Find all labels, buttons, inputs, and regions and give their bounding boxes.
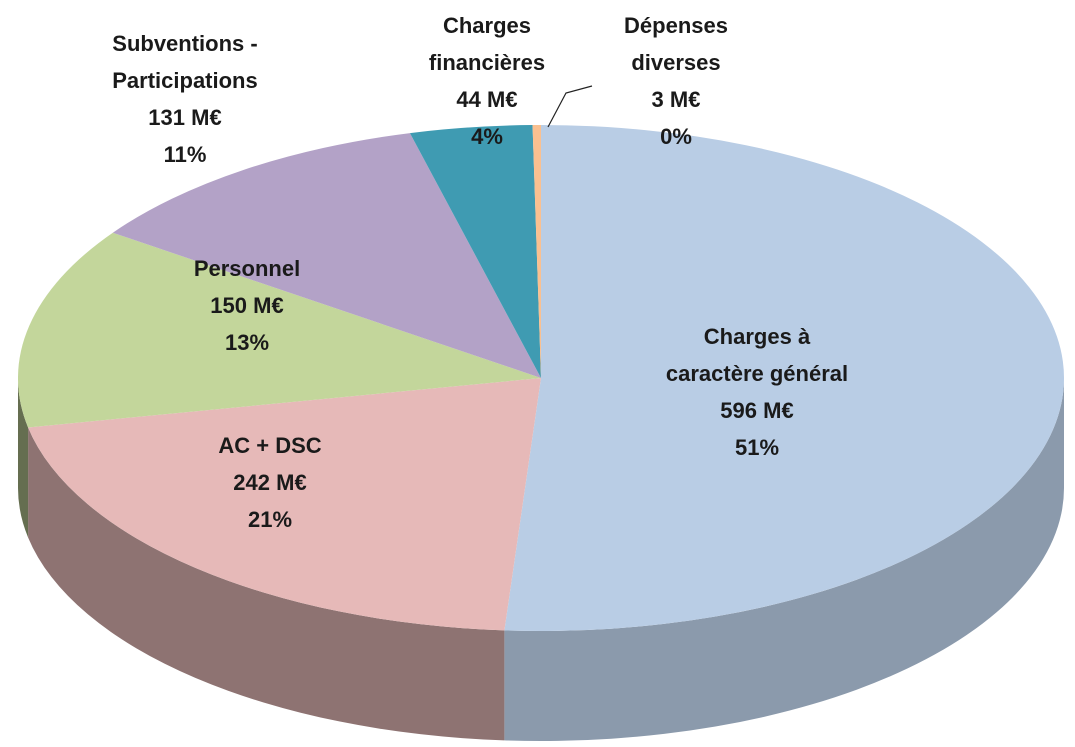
category-label: AC + DSC [218, 433, 321, 458]
category-label: Charges financières [429, 13, 545, 75]
value-label: 242 M€ [233, 470, 306, 495]
category-label: Charges à caractère général [666, 324, 848, 386]
slice [409, 125, 541, 379]
category-label: Subventions -Participations [112, 31, 257, 93]
percentage-label: 0% [660, 124, 692, 149]
value-label: 44 M€ [456, 87, 517, 112]
value-label: 131 M€ [148, 105, 221, 130]
category-label: Personnel [194, 256, 300, 281]
percentage-label: 13% [225, 330, 269, 355]
slice [504, 125, 1065, 631]
percentage-label: 4% [471, 124, 503, 149]
percentage-label: 51% [735, 435, 779, 460]
slice [17, 232, 541, 428]
category-label: Dépenses diverses [624, 13, 728, 75]
pie-sides [18, 378, 1064, 741]
value-label: 150 M€ [210, 293, 283, 318]
slice [28, 378, 542, 631]
slice [112, 133, 542, 378]
value-label: 596 M€ [720, 398, 793, 423]
slice-side [18, 378, 29, 538]
value-label: 3 M€ [652, 87, 701, 112]
slice-side [28, 427, 505, 741]
percentage-label: 11% [164, 142, 207, 167]
leader-line [547, 85, 593, 128]
percentage-label: 21% [248, 507, 292, 532]
slice [532, 125, 541, 378]
slice-side [504, 378, 1064, 741]
labels: Charges à caractère général 596 M€ 51% AC + … [112, 13, 848, 532]
pie-tops [17, 125, 1065, 631]
